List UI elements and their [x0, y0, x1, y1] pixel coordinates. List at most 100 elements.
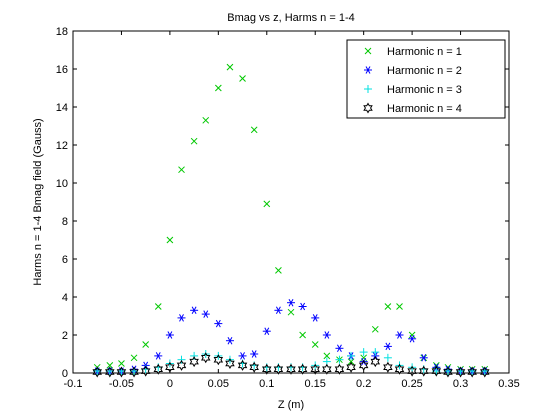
- data-point: [154, 303, 162, 310]
- data-point: [176, 359, 187, 371]
- data-point: [226, 63, 234, 71]
- legend-marker: [364, 47, 372, 55]
- y-axis-label: Harms n = 1-4 Bmag field (Gauss): [32, 118, 44, 285]
- y-tick-label: 8: [62, 216, 68, 228]
- data-point: [166, 236, 174, 244]
- data-point: [200, 352, 211, 364]
- data-point: [177, 355, 186, 364]
- data-point: [116, 366, 127, 378]
- legend-label: Harmonic n = 3: [387, 84, 462, 96]
- data-point: [322, 363, 332, 375]
- data-point: [275, 267, 282, 274]
- x-tick-label: 0.3: [453, 378, 468, 390]
- data-point: [347, 351, 356, 360]
- data-point: [249, 361, 259, 373]
- x-tick-label: 0.35: [498, 378, 519, 390]
- x-tick-label: 0: [167, 378, 173, 390]
- data-point: [238, 352, 247, 360]
- data-point: [334, 363, 345, 375]
- data-point: [407, 365, 417, 377]
- y-tick-label: 18: [56, 26, 68, 38]
- legend-marker: [364, 66, 372, 74]
- x-tick-label: 0.2: [356, 378, 371, 390]
- data-point: [225, 336, 234, 345]
- x-tick-label: 0.1: [259, 378, 274, 390]
- data-point: [190, 137, 198, 145]
- data-point: [370, 356, 381, 368]
- series-4: [92, 352, 490, 378]
- legend: Harmonic n = 1 Harmonic n = 2 Harmonic n =…: [346, 39, 506, 119]
- data-point: [322, 331, 331, 339]
- data-point: [383, 361, 393, 373]
- data-point: [419, 354, 428, 362]
- data-point: [262, 363, 272, 375]
- data-point: [347, 358, 355, 365]
- y-tick-label: 0: [62, 368, 68, 380]
- legend-box: [346, 39, 506, 119]
- data-point: [239, 75, 246, 82]
- data-point: [105, 366, 115, 378]
- data-point: [225, 358, 235, 369]
- data-point: [140, 365, 151, 377]
- data-point: [190, 306, 199, 315]
- data-point: [130, 354, 138, 362]
- legend-label: Harmonic n = 4: [387, 103, 462, 115]
- y-tick-label: 2: [62, 330, 68, 342]
- data-point: [129, 366, 139, 378]
- y-tick-label: 4: [62, 292, 68, 304]
- x-tick-label: 0.25: [401, 378, 422, 390]
- legend-marker: [363, 102, 373, 114]
- y-axis: 0 2 4 6 8 10 12 14 16 18: [56, 26, 509, 380]
- y-tick-label: 12: [56, 140, 68, 152]
- legend-label: Harmonic n = 1: [387, 46, 462, 58]
- data-point: [177, 314, 186, 322]
- data-point: [250, 126, 258, 134]
- data-point: [395, 331, 404, 339]
- data-point: [273, 363, 284, 375]
- data-point: [213, 354, 224, 366]
- data-point: [408, 335, 417, 343]
- data-point: [359, 348, 368, 357]
- data-point: [346, 361, 356, 373]
- data-point: [311, 314, 320, 322]
- data-point: [287, 298, 295, 307]
- data-point: [263, 200, 271, 208]
- data-point: [165, 331, 174, 339]
- data-point: [297, 363, 308, 375]
- data-point: [371, 325, 379, 333]
- data-point: [189, 356, 199, 368]
- data-point: [142, 341, 150, 348]
- data-point: [165, 361, 175, 373]
- data-point: [153, 363, 164, 375]
- data-point: [190, 351, 199, 360]
- data-point: [299, 331, 306, 339]
- x-tick-label: 0.05: [208, 378, 229, 390]
- data-point: [467, 366, 477, 378]
- data-point: [106, 362, 114, 369]
- legend-marker: [364, 85, 372, 93]
- data-point: [311, 341, 319, 348]
- x-tick-label: -0.1: [64, 378, 83, 390]
- data-point: [384, 303, 392, 310]
- data-point: [323, 352, 331, 360]
- data-point: [335, 355, 344, 364]
- data-point: [480, 366, 490, 378]
- data-point: [335, 344, 344, 353]
- x-axis: -0.1 -0.05 0 0.05 0.1 0.15 0.2 0.25 0.3 0.35: [64, 31, 520, 390]
- data-point: [286, 363, 296, 375]
- data-point: [118, 360, 125, 367]
- data-point: [214, 84, 222, 92]
- data-point: [250, 350, 259, 358]
- legend-label: Harmonic n = 2: [387, 65, 462, 77]
- x-tick-label: 0.15: [305, 378, 326, 390]
- data-point: [383, 342, 392, 351]
- data-point: [394, 363, 405, 375]
- data-point: [358, 359, 369, 371]
- data-point: [287, 308, 295, 316]
- data-point: [310, 363, 320, 375]
- y-tick-label: 14: [56, 102, 68, 114]
- data-point: [408, 331, 416, 339]
- data-point: [455, 366, 466, 378]
- data-point: [371, 348, 380, 357]
